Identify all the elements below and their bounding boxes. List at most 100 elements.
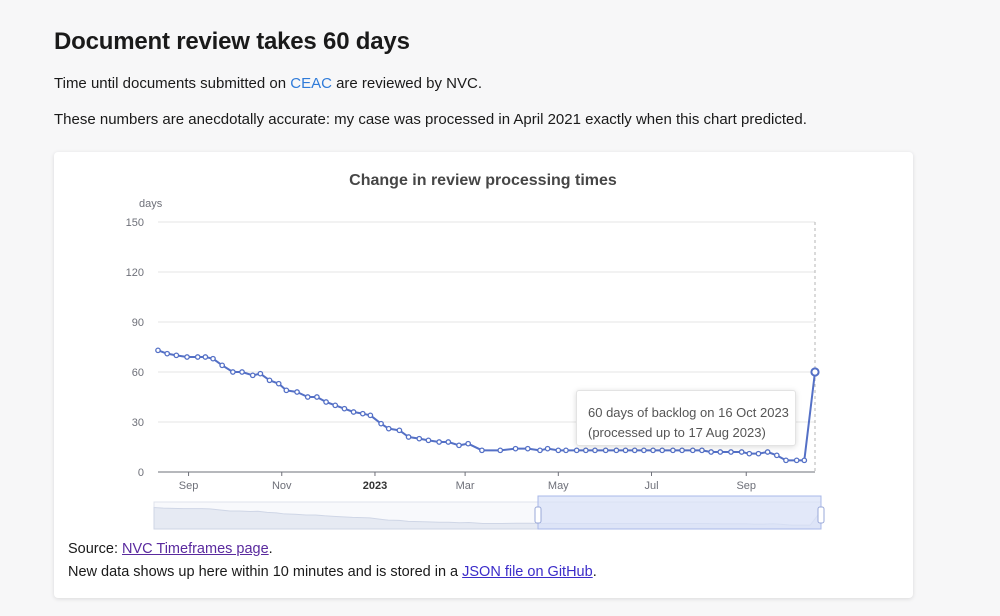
data-point: [641, 447, 647, 454]
data-point: [738, 449, 745, 455]
data-point: [219, 362, 226, 369]
new-data-text: New data shows up here within 10 minutes…: [68, 564, 463, 580]
intro-text-start: Time until documents submitted on: [54, 75, 291, 92]
data-point: [405, 434, 412, 440]
x-tick-label: Jul: [644, 480, 658, 492]
data-point: [385, 425, 392, 432]
zoom-handle-right[interactable]: [817, 506, 825, 524]
data-point: [230, 369, 236, 375]
data-point: [592, 447, 598, 454]
intro-text-end: are reviewed by NVC.: [331, 75, 482, 92]
data-point: [717, 449, 724, 455]
page-title: Document review takes 60 days: [54, 28, 410, 55]
data-point: [184, 354, 190, 360]
data-point: [699, 447, 705, 454]
x-tick-label: Sep: [179, 480, 199, 492]
tooltip-line-2: (processed up to 17 Aug 2023): [588, 425, 766, 440]
highlighted-point: [810, 367, 820, 377]
chart-card: Change in review processing times days 0 30…: [54, 152, 913, 598]
processing-times-chart[interactable]: Change in review processing times days 0 30…: [54, 152, 913, 598]
data-point: [425, 437, 432, 444]
data-point: [670, 447, 676, 454]
data-point: [544, 445, 551, 452]
data-point: [689, 447, 696, 454]
nvc-timeframes-link[interactable]: NVC Timeframes page: [122, 541, 269, 557]
chart-title: Change in review processing times: [349, 172, 617, 189]
x-tick-label: Mar: [456, 480, 475, 492]
data-point: [613, 447, 620, 454]
data-point: [456, 442, 462, 449]
data-point: [479, 447, 485, 454]
data-point: [239, 369, 245, 375]
zoom-handle-left[interactable]: [534, 506, 542, 524]
data-point: [746, 450, 753, 457]
chart-footer: Source: NVC Timeframes page. New data sh…: [68, 538, 597, 584]
source-line: Source: NVC Timeframes page.: [68, 538, 597, 561]
new-data-end: .: [592, 564, 597, 580]
data-point: [332, 402, 339, 409]
y-tick-label: 30: [132, 417, 144, 429]
data-point: [436, 439, 442, 445]
data-point: [524, 445, 531, 452]
y-tick-label: 60: [132, 367, 144, 379]
data-point: [773, 452, 780, 459]
x-tick-label: May: [548, 480, 569, 492]
data-point: [679, 447, 685, 454]
data-point: [512, 445, 519, 452]
data-point: [631, 447, 638, 454]
x-tick-label: Sep: [736, 480, 756, 492]
data-point: [622, 447, 629, 454]
data-point: [341, 405, 348, 412]
data-point: [602, 447, 609, 454]
data-point: [416, 435, 423, 442]
x-tick-label: Nov: [272, 480, 292, 492]
data-point: [764, 449, 771, 455]
data-point: [210, 355, 216, 362]
data-point: [194, 354, 201, 360]
data-point: [155, 347, 161, 354]
data-point: [164, 350, 171, 357]
data-point: [249, 372, 256, 379]
chart-tooltip: 60 days of backlog on 16 Oct 2023 (proce…: [576, 390, 796, 446]
y-axis-label: days: [139, 198, 163, 210]
data-point: [396, 427, 403, 434]
data-point: [497, 447, 504, 454]
data-point: [783, 457, 789, 464]
data-point: [563, 447, 569, 454]
data-point: [573, 447, 580, 454]
y-tick-label: 90: [132, 317, 144, 329]
data-point: [294, 389, 300, 395]
data-point: [755, 450, 762, 457]
x-tick-label: 2023: [363, 480, 387, 492]
data-point: [650, 447, 656, 454]
data-point: [283, 387, 290, 394]
json-file-link[interactable]: JSON file on GitHub: [462, 564, 593, 580]
data-point: [350, 409, 357, 415]
zoom-selection: [537, 495, 822, 530]
data-point: [708, 449, 714, 455]
data-point: [314, 394, 320, 400]
data-point: [378, 420, 384, 427]
data-point: [445, 439, 452, 445]
data-point: [555, 447, 562, 454]
y-tick-label: 150: [126, 217, 144, 229]
data-point: [801, 457, 808, 464]
data-point: [275, 380, 282, 387]
data-point: [582, 447, 589, 454]
new-data-line: New data shows up here within 10 minutes…: [68, 561, 597, 584]
data-point: [359, 410, 366, 417]
data-point: [465, 440, 472, 447]
data-point: [173, 352, 180, 359]
data-point: [257, 370, 264, 377]
data-point: [304, 394, 311, 400]
y-tick-label: 120: [126, 267, 144, 279]
data-point: [323, 399, 329, 405]
ceac-link[interactable]: CEAC: [290, 75, 332, 92]
data-point: [537, 447, 543, 454]
accuracy-note: These numbers are anecdotally accurate: …: [54, 111, 807, 128]
data-point: [793, 457, 800, 464]
y-tick-label: 0: [138, 467, 144, 479]
data-point: [728, 449, 734, 455]
data-point: [202, 354, 209, 360]
data-point: [659, 447, 666, 454]
